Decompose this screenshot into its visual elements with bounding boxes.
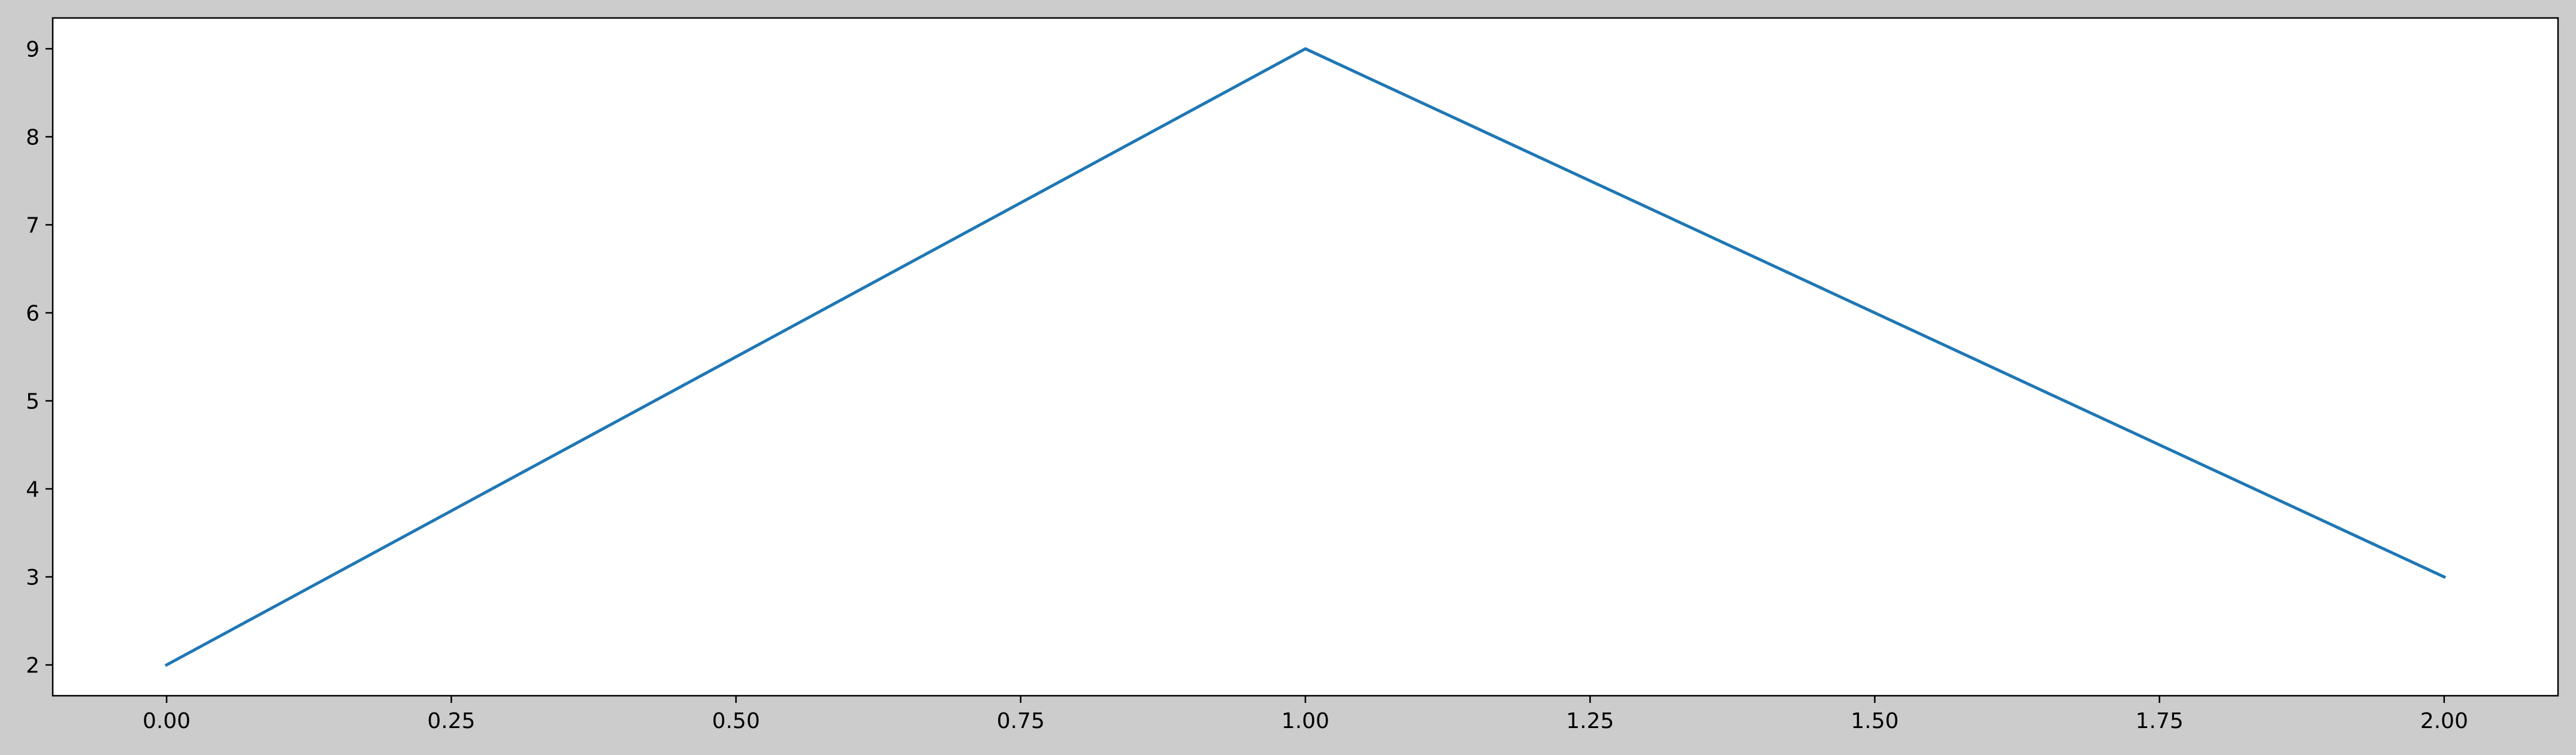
x-tick-label: 0.75 (997, 709, 1045, 733)
y-tick-label: 3 (26, 566, 40, 590)
y-tick-label: 6 (26, 301, 40, 326)
x-tick-label: 0.25 (427, 709, 475, 733)
x-tick-label: 1.75 (2136, 709, 2184, 733)
x-tick-label: 0.50 (712, 709, 760, 733)
series-layer (164, 47, 2447, 667)
y-tick-label: 9 (26, 37, 40, 62)
x-tick-label: 1.25 (1566, 709, 1614, 733)
x-tick-label: 1.50 (1851, 709, 1898, 733)
y-tick-label: 7 (26, 213, 40, 238)
y-tick-label: 4 (26, 478, 40, 502)
y-axis-ticks: 2 3 4 5 6 7 8 9 (26, 37, 53, 678)
x-tick-label: 1.00 (1281, 709, 1329, 733)
series-line-1 (164, 47, 2447, 667)
x-tick-label: 0.00 (143, 709, 191, 733)
plot-area (53, 18, 2558, 696)
y-tick-label: 5 (26, 390, 40, 414)
y-tick-label: 2 (26, 654, 40, 678)
y-tick-label: 8 (26, 125, 40, 150)
plot-frame (52, 17, 2559, 697)
x-axis-ticks: 0.00 0.25 0.50 0.75 1.00 1.25 1.50 1.75 2.00 (143, 696, 2468, 733)
x-tick-label: 2.00 (2420, 709, 2468, 733)
